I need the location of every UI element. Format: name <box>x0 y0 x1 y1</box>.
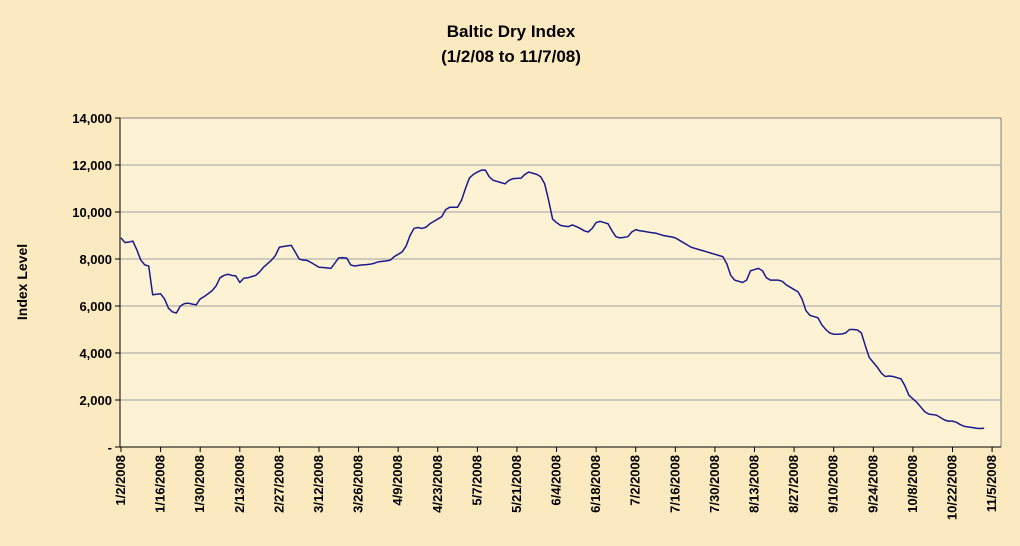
x-tick-label: 9/10/2008 <box>826 455 841 513</box>
chart-subtitle: (1/2/08 to 11/7/08) <box>441 47 581 66</box>
x-tick-label: 9/24/2008 <box>865 455 880 513</box>
gridlines <box>120 164 1001 401</box>
y-axis-label: Index Level <box>14 244 30 320</box>
x-tick-label: 8/13/2008 <box>747 455 762 513</box>
x-tick-label: 7/30/2008 <box>707 455 722 513</box>
x-tick-label: 6/4/2008 <box>549 455 564 506</box>
y-tick-label: 14,000 <box>72 111 112 126</box>
chart-title: Baltic Dry Index <box>447 22 576 41</box>
x-tick-label: 1/2/2008 <box>113 455 128 506</box>
x-tick-label: 3/26/2008 <box>351 455 366 513</box>
series-line-0 <box>120 169 985 430</box>
series-layer <box>120 169 985 430</box>
y-tick-label: - <box>108 440 112 455</box>
y-tick-label: 6,000 <box>79 299 112 314</box>
y-axis: - 2,000 4,000 6,000 8,000 10,000 12,000 14,000 <box>72 111 121 455</box>
x-tick-label: 10/8/2008 <box>905 455 920 513</box>
plot-area <box>119 117 1002 448</box>
x-tick-label: 5/21/2008 <box>509 455 524 513</box>
x-axis: 1/2/2008 1/16/2008 1/30/2008 2/13/2008 2/27/… <box>113 446 1001 520</box>
y-tick-label: 8,000 <box>79 252 112 267</box>
x-tick-label: 6/18/2008 <box>588 455 603 513</box>
x-tick-label: 1/30/2008 <box>192 455 207 513</box>
x-tick-label: 10/22/2008 <box>944 455 959 520</box>
x-tick-label: 2/13/2008 <box>232 455 247 513</box>
x-tick-label: 4/9/2008 <box>390 455 405 506</box>
y-tick-label: 4,000 <box>79 346 112 361</box>
x-tick-label: 4/23/2008 <box>430 455 445 513</box>
x-tick-label: 1/16/2008 <box>153 455 168 513</box>
x-tick-label: 7/2/2008 <box>628 455 643 506</box>
x-tick-label: 2/27/2008 <box>271 455 286 513</box>
y-tick-label: 2,000 <box>79 393 112 408</box>
x-tick-label: 8/27/2008 <box>786 455 801 513</box>
x-tick-label: 3/12/2008 <box>311 455 326 513</box>
x-tick-label: 11/5/2008 <box>984 455 999 512</box>
x-tick-label: 7/16/2008 <box>667 455 682 513</box>
y-tick-label: 12,000 <box>72 158 112 173</box>
x-tick-label: 5/7/2008 <box>469 455 484 506</box>
y-tick-label: 10,000 <box>72 205 112 220</box>
